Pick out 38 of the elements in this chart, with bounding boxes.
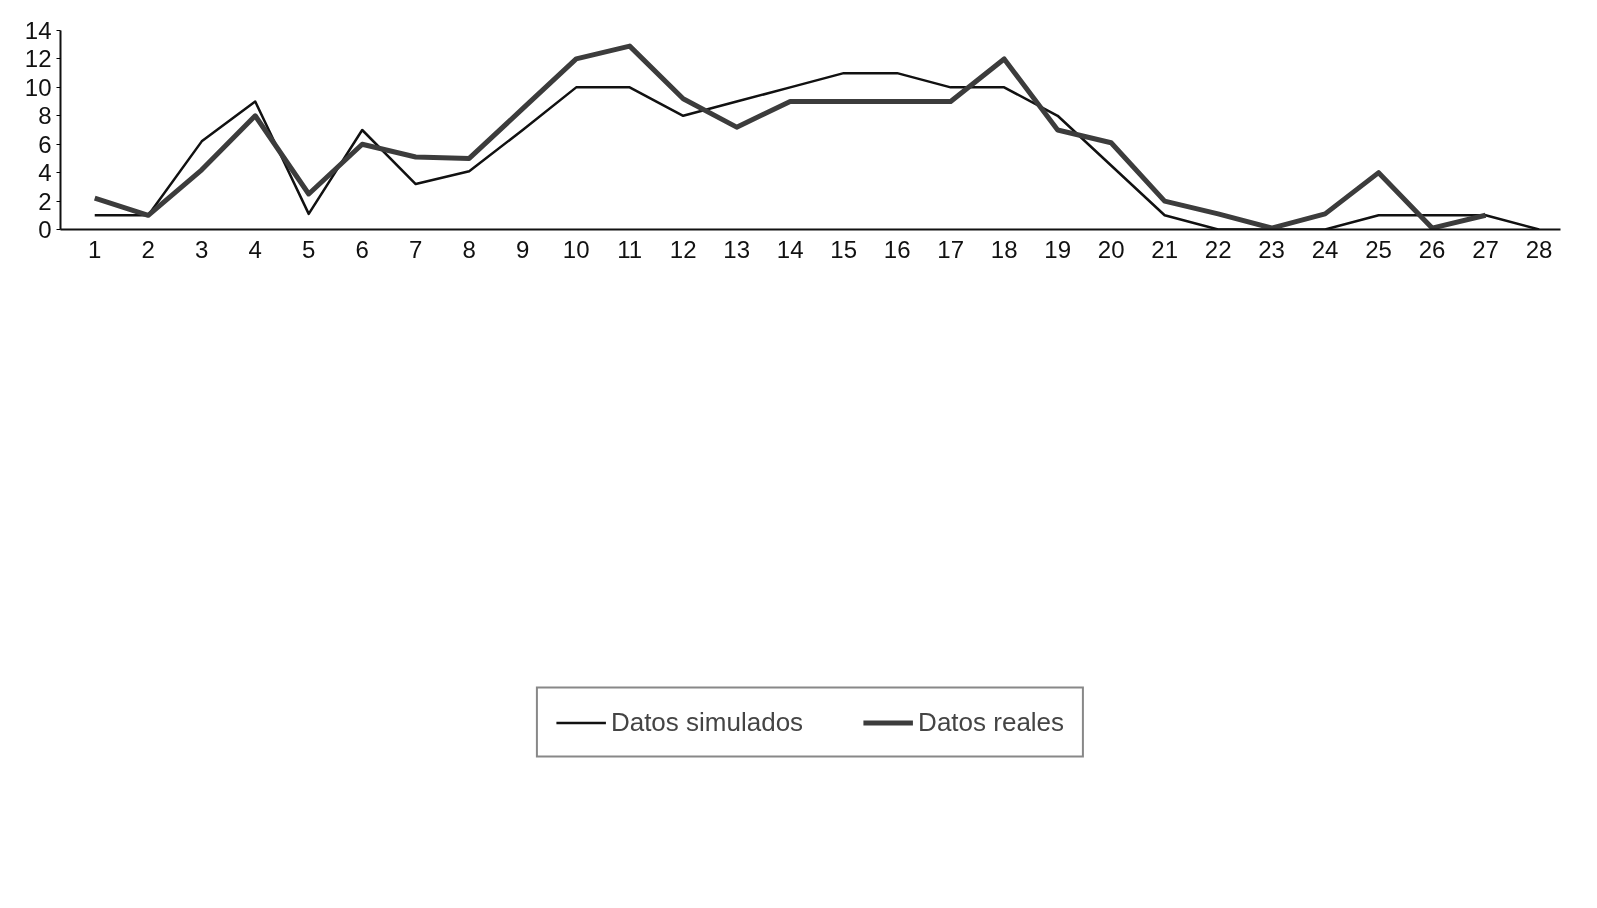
- y-tick-label: 6: [38, 130, 52, 158]
- x-tick-label: 27: [1472, 235, 1499, 263]
- x-tick-label: 12: [669, 235, 697, 263]
- y-tick-label: 8: [38, 102, 52, 130]
- x-tick-label: 1: [88, 235, 102, 263]
- x-tick-label: 23: [1258, 235, 1285, 263]
- x-tick-label: 20: [1097, 235, 1125, 263]
- x-tick-label: 10: [562, 235, 590, 263]
- x-tick-label: 13: [723, 235, 751, 263]
- x-tick-label: 17: [937, 235, 965, 263]
- x-tick-label: 19: [1044, 235, 1071, 263]
- x-tick-label: 6: [355, 235, 369, 263]
- y-tick-label: 4: [38, 159, 52, 187]
- x-tick-label: 3: [195, 235, 209, 263]
- x-tick-label: 22: [1204, 235, 1232, 263]
- x-tick-label: 11: [617, 235, 643, 263]
- x-tick-label: 26: [1418, 235, 1446, 263]
- x-tick-label: 7: [409, 235, 423, 263]
- x-tick-label: 14: [776, 235, 804, 263]
- y-tick-label: 14: [24, 17, 52, 44]
- x-tick-label: 28: [1525, 235, 1553, 263]
- y-tick-label: 2: [38, 187, 52, 215]
- x-tick-label: 4: [248, 235, 262, 263]
- x-tick-label: 21: [1151, 235, 1178, 263]
- x-tick-label: 24: [1311, 235, 1339, 263]
- x-tick-label: 8: [462, 235, 476, 263]
- x-tick-label: 9: [516, 235, 530, 263]
- legend-label: Datos reales: [918, 706, 1065, 738]
- y-tick-label: 12: [24, 45, 52, 73]
- legend-label: Datos simulados: [610, 706, 804, 738]
- y-tick-label: 0: [38, 216, 52, 243]
- y-tick-label: 10: [24, 73, 52, 101]
- x-tick-label: 16: [883, 235, 911, 263]
- x-tick-label: 2: [141, 235, 155, 263]
- x-tick-label: 5: [302, 235, 316, 263]
- x-tick-label: 18: [990, 235, 1018, 263]
- x-tick-label: 25: [1365, 235, 1392, 263]
- x-tick-label: 15: [830, 235, 858, 263]
